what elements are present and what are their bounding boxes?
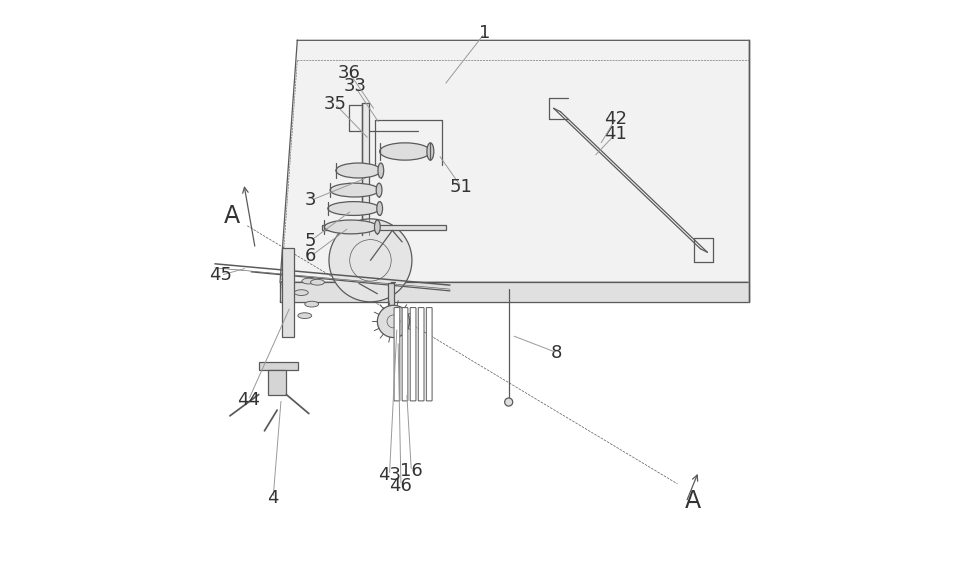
FancyBboxPatch shape bbox=[410, 308, 416, 401]
Text: 35: 35 bbox=[324, 94, 346, 113]
Text: 5: 5 bbox=[305, 232, 316, 250]
Text: 3: 3 bbox=[305, 191, 316, 210]
Ellipse shape bbox=[380, 143, 430, 160]
Text: 44: 44 bbox=[236, 391, 260, 410]
FancyBboxPatch shape bbox=[362, 103, 369, 234]
Text: A: A bbox=[685, 489, 702, 513]
Text: 4: 4 bbox=[267, 489, 279, 507]
Text: 42: 42 bbox=[605, 109, 627, 128]
Polygon shape bbox=[280, 282, 749, 302]
Text: A: A bbox=[224, 204, 240, 228]
Ellipse shape bbox=[378, 163, 384, 178]
FancyBboxPatch shape bbox=[426, 308, 432, 401]
Text: 33: 33 bbox=[343, 77, 366, 96]
Ellipse shape bbox=[305, 301, 319, 307]
FancyBboxPatch shape bbox=[419, 308, 424, 401]
Text: 41: 41 bbox=[605, 124, 627, 143]
Ellipse shape bbox=[310, 279, 325, 285]
Text: 45: 45 bbox=[209, 266, 233, 285]
Text: 1: 1 bbox=[479, 24, 490, 43]
FancyBboxPatch shape bbox=[322, 225, 446, 230]
Text: 43: 43 bbox=[378, 466, 401, 484]
Ellipse shape bbox=[427, 143, 434, 160]
FancyBboxPatch shape bbox=[259, 362, 297, 370]
FancyBboxPatch shape bbox=[394, 308, 400, 401]
Ellipse shape bbox=[330, 183, 379, 197]
FancyBboxPatch shape bbox=[402, 308, 408, 401]
Text: 51: 51 bbox=[450, 178, 473, 196]
Ellipse shape bbox=[376, 183, 382, 197]
Ellipse shape bbox=[336, 163, 381, 178]
Circle shape bbox=[329, 219, 412, 302]
Ellipse shape bbox=[302, 278, 316, 284]
Ellipse shape bbox=[297, 313, 312, 319]
FancyBboxPatch shape bbox=[389, 283, 394, 311]
Polygon shape bbox=[280, 40, 749, 282]
Ellipse shape bbox=[374, 220, 380, 234]
Text: 8: 8 bbox=[550, 343, 562, 362]
Ellipse shape bbox=[325, 220, 377, 234]
Text: 36: 36 bbox=[338, 63, 360, 82]
FancyBboxPatch shape bbox=[282, 248, 295, 337]
Ellipse shape bbox=[377, 202, 383, 215]
Text: 16: 16 bbox=[400, 462, 422, 480]
FancyBboxPatch shape bbox=[267, 370, 287, 395]
Ellipse shape bbox=[295, 290, 308, 295]
Circle shape bbox=[377, 305, 410, 338]
Text: 6: 6 bbox=[305, 247, 316, 266]
Circle shape bbox=[505, 398, 513, 406]
Text: 46: 46 bbox=[390, 476, 413, 495]
Ellipse shape bbox=[328, 202, 380, 215]
